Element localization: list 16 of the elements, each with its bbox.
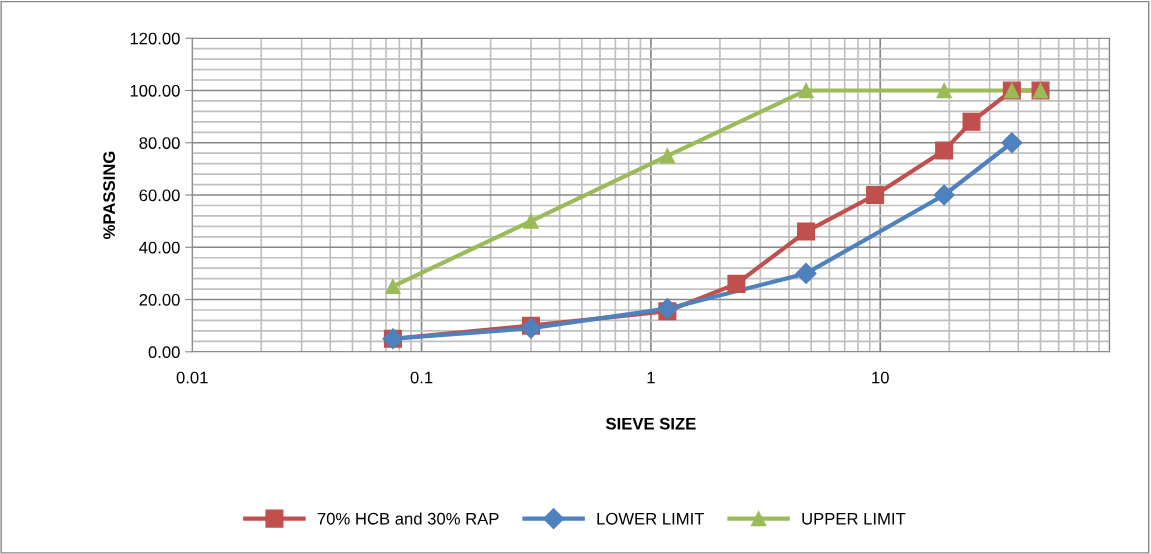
y-tick-label: 40.00 — [139, 241, 180, 254]
y-tick-label: 80.00 — [139, 137, 180, 149]
x-tick-label: 0.01 — [176, 371, 208, 384]
y-tick-label: 0.00 — [148, 346, 180, 358]
legend-label: 70% HCB and 30% RAP — [317, 512, 499, 525]
y-tick-label: 120.00 — [130, 32, 180, 45]
x-tick-label: 1 — [647, 371, 655, 384]
x-tick-label: 0.1 — [410, 371, 433, 384]
y-tick-label: 20.00 — [139, 293, 180, 306]
legend-label: UPPER LIMIT — [802, 513, 906, 525]
y-tick-label: 60.00 — [139, 189, 180, 202]
y-tick-label: 100.00 — [130, 84, 180, 97]
x-tick-label: 10 — [872, 371, 889, 384]
y-axis-title: %PASSING — [103, 151, 116, 239]
x-axis-title: SIEVE SIZE — [605, 417, 696, 430]
legend-label: LOWER LIMIT — [597, 512, 705, 525]
